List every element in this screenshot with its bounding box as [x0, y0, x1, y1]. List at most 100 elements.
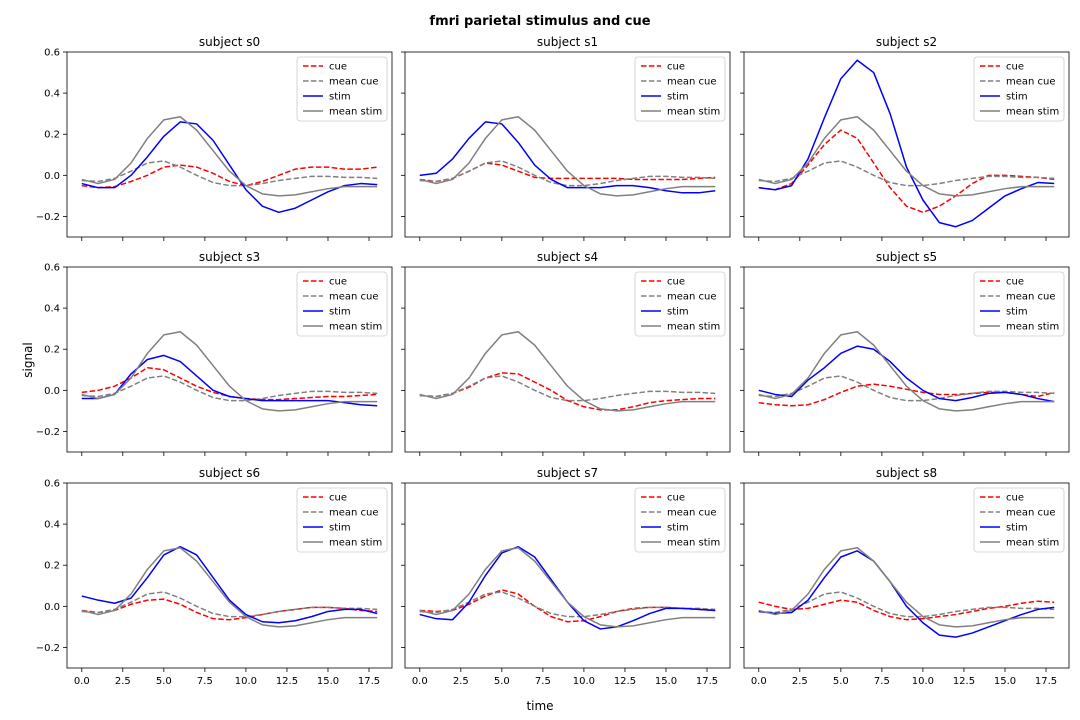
stim-line [81, 354, 378, 407]
x-tick-label: 17.5 [1035, 676, 1057, 687]
legend-label: mean stim [329, 322, 382, 333]
legend-label: stim [1006, 523, 1028, 534]
plot-frame [743, 51, 1070, 238]
y-tick-label: 0.6 [44, 263, 60, 274]
subplot-0: −0.2 0.0 0.2 0.4 0.6 subject s0 cue mean cue sti… [36, 35, 393, 241]
mean-stim-line [81, 116, 378, 197]
x-tick-label: 5.0 [156, 676, 172, 687]
series-group [419, 331, 716, 412]
y-tick-label: −0.2 [36, 212, 60, 223]
plot-frame [404, 51, 731, 238]
x-axis-label: time [526, 699, 553, 713]
subplot-title: subject s8 [876, 466, 937, 480]
series-group [81, 116, 378, 214]
y-tick-label: 0.0 [44, 386, 60, 397]
legend: cue mean cue stim mean stim [296, 271, 388, 337]
cue-line [758, 599, 1055, 621]
y-axis-label: signal [21, 342, 35, 378]
subplot-title: subject s0 [199, 35, 260, 49]
figure-title: fmri parietal stimulus and cue [429, 14, 650, 29]
legend-label: cue [329, 493, 347, 504]
plot-frame [66, 482, 393, 669]
stim-line [81, 121, 378, 214]
plot-frame [743, 482, 1070, 669]
x-tick-label: 5.0 [494, 676, 510, 687]
plot-frame [66, 51, 393, 238]
x-tick-label: 7.5 [197, 676, 213, 687]
legend-label: cue [1006, 493, 1024, 504]
legend: cue mean cue stim mean stim [973, 271, 1065, 337]
mean-cue-line [419, 375, 716, 402]
subplot-1: subject s1 cue mean cue stim mean stim [401, 35, 731, 241]
legend: cue mean cue stim mean stim [296, 56, 388, 122]
series-group [758, 547, 1055, 638]
y-tick-label: 0.2 [44, 130, 60, 141]
x-tick-label: 10.0 [573, 676, 595, 687]
mean-cue-line [758, 160, 1055, 187]
legend: cue mean cue stim mean stim [973, 56, 1065, 122]
legend-box [296, 56, 388, 122]
legend-label: stim [1006, 307, 1028, 318]
cue-line [419, 589, 716, 623]
x-tick-label: 12.5 [276, 676, 298, 687]
legend-label: mean stim [667, 322, 720, 333]
legend-label: mean stim [1006, 322, 1059, 333]
mean-cue-line [758, 375, 1055, 402]
x-tick-label: 2.5 [792, 676, 808, 687]
subplot-title: subject s2 [876, 35, 937, 49]
y-tick-label: 0.4 [44, 89, 60, 100]
mean-stim-line [758, 116, 1055, 197]
x-tick-label: 10.0 [235, 676, 257, 687]
legend-label: stim [329, 523, 351, 534]
legend-label: mean stim [667, 107, 720, 118]
x-tick-label: 0.0 [751, 676, 767, 687]
cue-line [419, 372, 716, 411]
legend-label: cue [1006, 62, 1024, 73]
x-tick-label: 12.5 [953, 676, 975, 687]
subplot-title: subject s5 [876, 250, 937, 264]
mean-cue-line [419, 160, 716, 187]
legend-label: mean stim [1006, 538, 1059, 549]
legend: cue mean cue stim mean stim [634, 487, 726, 553]
legend-label: cue [667, 493, 685, 504]
mean-cue-line [81, 591, 378, 618]
legend-box [296, 487, 388, 553]
legend-label: cue [329, 277, 347, 288]
x-tick-label: 17.5 [358, 676, 380, 687]
subplot-4: subject s4 cue mean cue stim mean stim [401, 250, 731, 456]
legend-box [634, 487, 726, 553]
y-tick-label: 0.4 [44, 304, 60, 315]
subplot-title: subject s6 [199, 466, 260, 480]
legend-label: mean cue [1006, 508, 1056, 519]
legend-box [634, 56, 726, 122]
x-tick-label: 7.5 [535, 676, 551, 687]
subplot-3: −0.2 0.0 0.2 0.4 0.6 subject s3 cue mean cue sti… [36, 250, 393, 456]
x-tick-label: 2.5 [453, 676, 469, 687]
legend-label: cue [667, 62, 685, 73]
y-tick-label: 0.2 [44, 345, 60, 356]
subplot-grid: −0.2 0.0 0.2 0.4 0.6 subject s0 cue mean cue sti… [36, 35, 1070, 687]
subplot-title: subject s1 [537, 35, 598, 49]
legend: cue mean cue stim mean stim [296, 487, 388, 553]
x-tick-label: 2.5 [115, 676, 131, 687]
legend-label: mean cue [329, 77, 379, 88]
cue-line [758, 383, 1055, 407]
legend-label: stim [667, 307, 689, 318]
legend-label: mean stim [1006, 107, 1059, 118]
subplot-title: subject s7 [537, 466, 598, 480]
legend-label: mean cue [667, 292, 717, 303]
legend-label: mean stim [667, 538, 720, 549]
mean-stim-line [419, 547, 716, 628]
series-group [81, 331, 378, 412]
subplot-5: subject s5 cue mean cue stim mean stim [740, 250, 1070, 456]
x-tick-label: 0.0 [412, 676, 428, 687]
plot-frame [66, 266, 393, 453]
stim-line [758, 59, 1055, 228]
series-group [81, 545, 378, 628]
legend-label: mean cue [329, 292, 379, 303]
subplot-2: subject s2 cue mean cue stim mean stim [740, 35, 1070, 241]
legend-label: mean cue [329, 508, 379, 519]
legend-label: cue [1006, 277, 1024, 288]
series-group [758, 59, 1055, 228]
